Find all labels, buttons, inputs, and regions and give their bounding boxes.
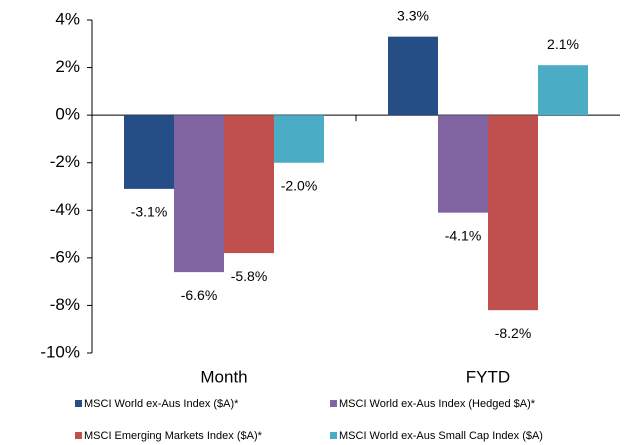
value-label: -4.1% [445, 227, 482, 243]
bar [438, 115, 488, 213]
legend-label: MSCI World ex-Aus Index ($A)* [84, 398, 239, 410]
y-tick-label: -10% [40, 342, 80, 361]
y-tick-label: 4% [55, 9, 80, 28]
legend-label: MSCI Emerging Markets Index ($A)* [84, 430, 263, 442]
bar [388, 36, 438, 116]
bar [538, 65, 588, 116]
legend-label: MSCI World ex-Aus Index (Hedged $A)* [339, 398, 536, 410]
value-label: -6.6% [181, 287, 218, 303]
x-tick-label: Month [200, 367, 247, 386]
y-tick-label: 2% [55, 57, 80, 76]
y-tick-label: 0% [55, 105, 80, 124]
value-label: 2.1% [547, 36, 579, 52]
bar [124, 115, 174, 189]
x-tick-label: FYTD [466, 367, 510, 386]
bar [224, 115, 274, 254]
y-tick-label: -8% [50, 295, 80, 314]
value-label: -3.1% [131, 204, 168, 220]
legend-swatch [330, 432, 337, 439]
legend-label: MSCI World ex-Aus Small Cap Index ($A) [339, 430, 543, 442]
bar [274, 115, 324, 163]
legend-swatch [75, 400, 82, 407]
value-label: -2.0% [281, 177, 318, 193]
legend-swatch [75, 432, 82, 439]
bar [174, 115, 224, 273]
y-tick-label: -6% [50, 247, 80, 266]
value-label: -8.2% [495, 325, 532, 341]
y-tick-label: -4% [50, 200, 80, 219]
value-label: 3.3% [397, 7, 429, 23]
value-label: -5.8% [231, 268, 268, 284]
legend-swatch [330, 400, 337, 407]
bar [488, 115, 538, 311]
y-tick-label: -2% [50, 152, 80, 171]
